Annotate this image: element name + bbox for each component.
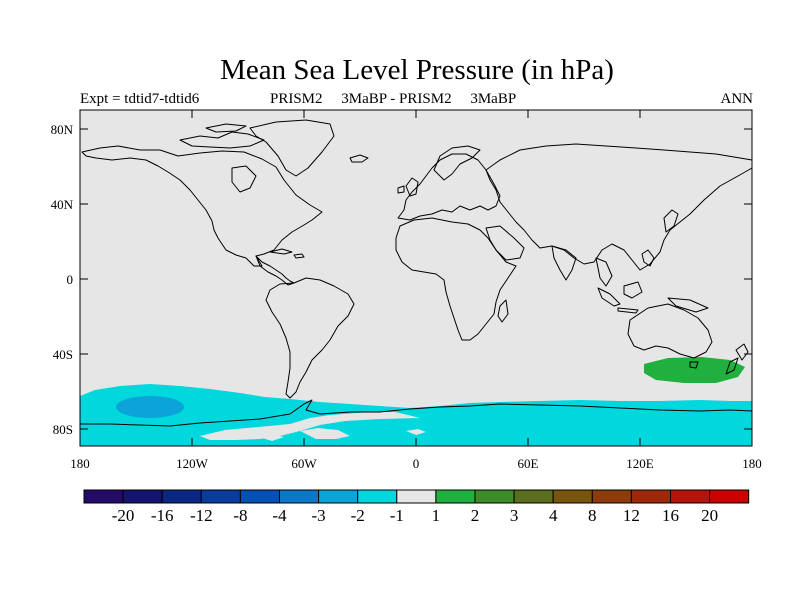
coastline-indochina — [595, 257, 613, 287]
antarctic-land-patch — [300, 428, 350, 439]
label-bar-value: 1 — [432, 506, 441, 525]
coastline-scandinavia — [433, 145, 481, 181]
label-bar-value: -2 — [351, 506, 365, 525]
lat-tick-label: 80S — [53, 422, 73, 437]
negative-anomaly-core — [116, 396, 184, 418]
label-bar-value: -8 — [233, 506, 247, 525]
label-bar-value: 3 — [510, 506, 519, 525]
lon-tick-label: 180 — [70, 456, 90, 471]
label-bar-box — [357, 489, 398, 504]
coastline-cuba — [269, 248, 293, 255]
antarctic-land-patch — [262, 435, 284, 441]
color-label-bar: -20 -16 -12 -8 -4 -3 -2 -1 1 2 3 4 8 12 16 20 — [83, 489, 750, 525]
label-bar-box — [435, 489, 476, 504]
lat-tick-label: 40S — [53, 347, 73, 362]
label-bar-value: 4 — [549, 506, 558, 525]
coastline-tasmania — [689, 361, 699, 369]
lon-tick-label: 60E — [518, 456, 539, 471]
label-bar-value: -20 — [112, 506, 135, 525]
antarctic-land-patch — [406, 429, 426, 435]
label-bar-value: 20 — [701, 506, 718, 525]
label-bar-value: -16 — [151, 506, 174, 525]
plot-title: Mean Sea Level Pressure (in hPa) — [220, 54, 614, 86]
lon-tick-label: 120E — [626, 456, 654, 471]
lon-tick-label: 180 — [742, 456, 762, 471]
positive-anomaly-south-of-australia — [644, 357, 745, 383]
lat-tick-label: 0 — [67, 272, 74, 287]
label-bar-value: 2 — [471, 506, 480, 525]
label-bar-box — [122, 489, 163, 504]
coastline-europe — [397, 153, 501, 221]
lon-tick-label: 120W — [176, 456, 209, 471]
label-bar-box — [318, 489, 359, 504]
lon-tick-label: 60W — [291, 456, 317, 471]
coastline-central-america — [255, 255, 295, 286]
coastline-africa — [395, 217, 517, 341]
label-bar-box — [200, 489, 241, 504]
label-bar-box — [396, 489, 437, 504]
coastline-new-guinea — [667, 297, 709, 313]
label-bar-box — [670, 489, 711, 504]
label-bar-value: 12 — [623, 506, 640, 525]
coastline-new-zealand — [725, 357, 739, 375]
label-bar-box — [630, 489, 672, 504]
label-bar-value: 8 — [588, 506, 597, 525]
season-label: ANN — [720, 91, 754, 107]
coastline-asia — [485, 143, 753, 271]
coastline-ireland — [397, 185, 405, 194]
coastline-north-america — [81, 145, 323, 267]
coastline-antarctica — [80, 399, 753, 427]
coastline-iceland — [349, 154, 369, 163]
label-bar-box — [239, 489, 280, 504]
coastline-hispaniola — [293, 253, 305, 259]
coastline-sumatra — [597, 287, 621, 307]
coastlines — [80, 119, 753, 427]
label-bar-box — [161, 489, 202, 504]
coastline-hudson-bay — [231, 165, 257, 193]
lat-tick-label: 40N — [51, 197, 74, 212]
label-bar-box — [474, 489, 515, 504]
label-bar-box — [591, 489, 632, 504]
label-bar-value: -3 — [312, 506, 326, 525]
label-bar-value: -4 — [272, 506, 287, 525]
coastline-south-america — [265, 277, 355, 399]
coastline-arabia — [485, 225, 525, 261]
coastline-british-isles — [405, 177, 419, 197]
label-bar-box — [513, 489, 554, 504]
coastline-borneo — [623, 281, 643, 299]
coastline-arctic-islands — [205, 123, 247, 133]
coastline-new-zealand — [735, 343, 749, 361]
coastline-java — [617, 307, 639, 314]
experiment-label: Expt = tdtid7-tdtid6 — [80, 91, 200, 107]
lon-tick-label: 0 — [413, 456, 420, 471]
scenario-label: PRISM2 3MaBP - PRISM2 3MaBP — [270, 91, 517, 107]
label-bar-box — [83, 489, 124, 504]
coastline-japan — [663, 209, 679, 233]
coastline-madagascar — [497, 299, 509, 323]
coastline-arctic-islands — [179, 131, 265, 149]
label-bar-value: 16 — [662, 506, 679, 525]
label-bar-value: -12 — [190, 506, 213, 525]
coastline-philippines — [641, 249, 655, 267]
label-bar-box — [279, 489, 320, 504]
label-bar-box — [709, 489, 750, 504]
longitude-axis: 180 120W 60W 0 60E 120E 180 — [70, 110, 762, 471]
coastline-greenland — [249, 119, 335, 177]
coastline-india — [551, 245, 577, 281]
coastline-australia — [627, 303, 713, 359]
label-bar-value: -1 — [390, 506, 404, 525]
lat-tick-label: 80N — [51, 122, 74, 137]
antarctic-land-patch — [200, 412, 420, 440]
label-bar-box — [552, 489, 593, 504]
latitude-axis: 80N 40N 0 40S 80S — [51, 122, 752, 437]
